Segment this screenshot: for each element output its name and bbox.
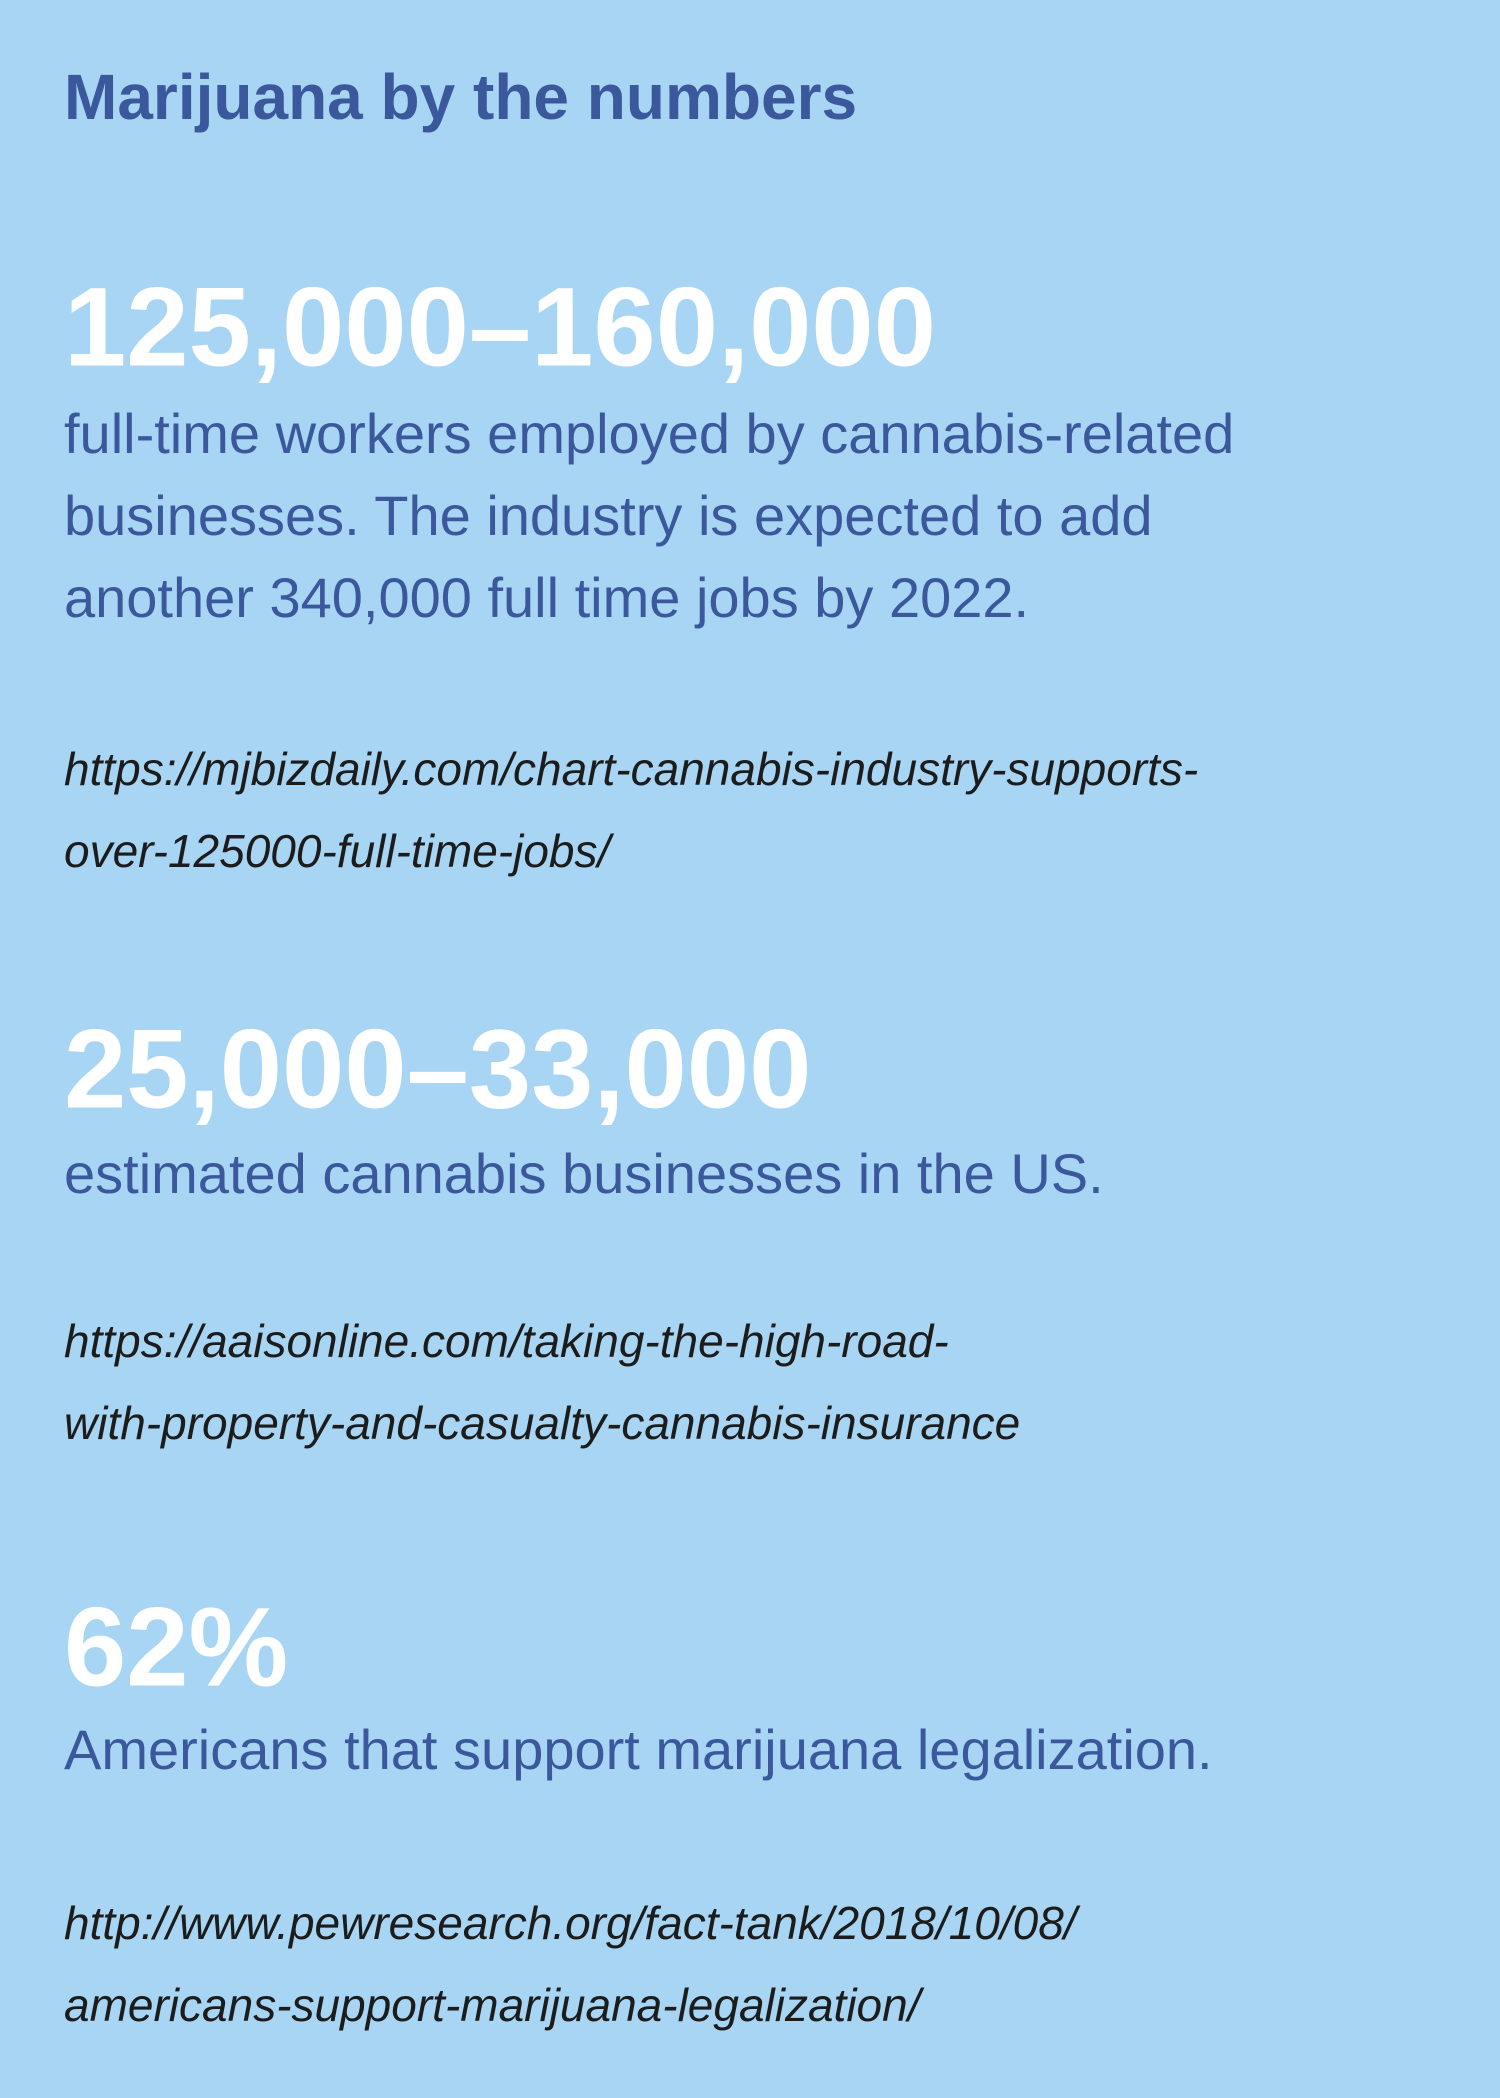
source-url: https://aaisonline.com/taking-the-high-r…: [64, 1315, 949, 1367]
source-url: americans-support-marijuana-legalization…: [64, 1979, 925, 2031]
stat-description: estimated cannabis businesses in the US.: [64, 1142, 1104, 1205]
stat-description: another 340,000 full time jobs by 2022.: [64, 566, 1029, 629]
stat-number: 125,000–160,000: [64, 265, 936, 390]
stat-number: 62%: [64, 1585, 288, 1710]
source-url: with-property-and-casualty-cannabis-insu…: [64, 1397, 1020, 1449]
stat-description: full-time workers employed by cannabis-r…: [64, 402, 1234, 465]
source-url: https://mjbizdaily.com/chart-cannabis-in…: [64, 743, 1198, 795]
stat-description: Americans that support marijuana legaliz…: [64, 1718, 1213, 1781]
stat-number: 25,000–33,000: [64, 1007, 811, 1132]
stat-description: businesses. The industry is expected to …: [64, 484, 1153, 547]
source-url: http://www.pewresearch.org/fact-tank/201…: [64, 1897, 1081, 1949]
source-url: over-125000-full-time-jobs/: [64, 825, 615, 877]
title: Marijuana by the numbers: [64, 61, 857, 133]
